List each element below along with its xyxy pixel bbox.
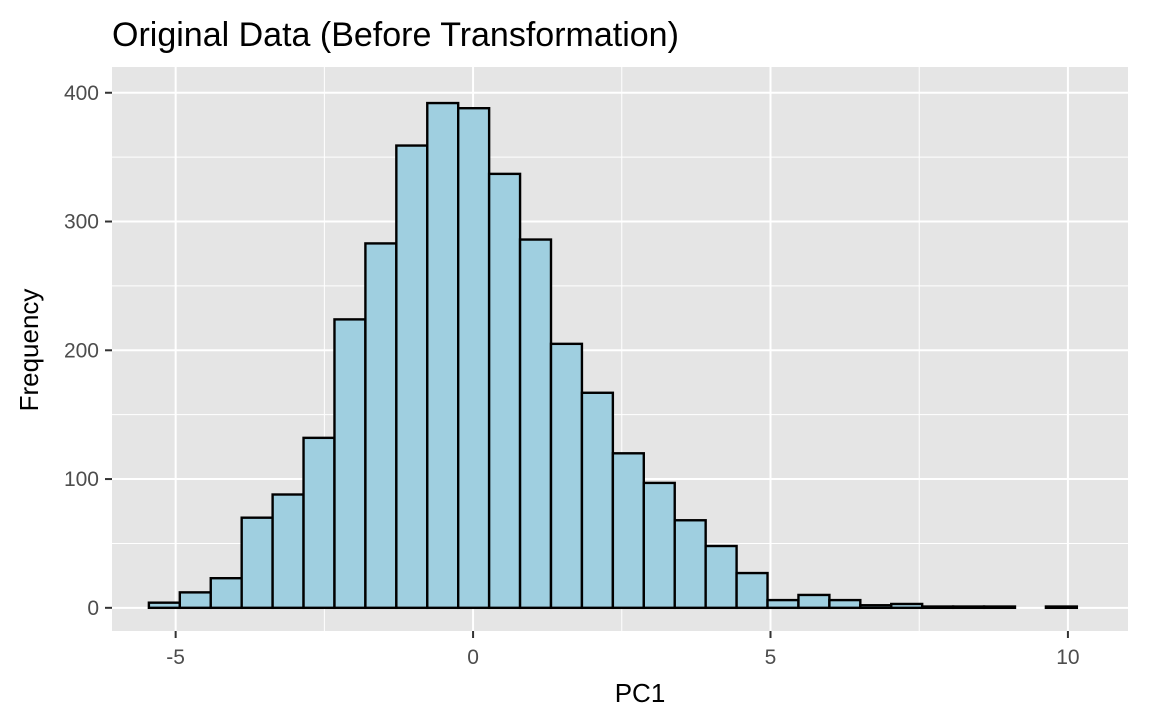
histogram-bar	[487, 172, 522, 610]
histogram-bar	[982, 605, 1017, 610]
histogram-bar	[920, 605, 955, 610]
histogram-bar	[735, 571, 769, 610]
histogram-bar	[549, 342, 584, 610]
x-tick-label: 0	[467, 646, 479, 669]
histogram-bar	[704, 544, 738, 610]
histogram-bar	[147, 601, 182, 610]
histogram-bar	[828, 598, 862, 610]
histogram-bar	[1044, 605, 1079, 610]
y-tick-label: 400	[64, 82, 99, 105]
y-tick-label: 300	[64, 211, 99, 234]
histogram-bar	[673, 519, 707, 610]
chart-title: Original Data (Before Transformation)	[112, 16, 679, 54]
y-axis-title: Frequency	[14, 289, 44, 412]
histogram-bar	[395, 144, 429, 610]
y-tick-label: 200	[64, 339, 99, 362]
y-tick-label: 0	[87, 597, 99, 620]
histogram-bar	[518, 238, 553, 610]
histogram-bar	[580, 391, 615, 610]
x-tick-label: 5	[765, 646, 777, 669]
x-axis: -5 0 5 10	[166, 631, 1080, 669]
y-axis: 0 100 200 300 400	[64, 82, 112, 620]
histogram-bar	[642, 481, 676, 610]
y-tick-label: 100	[64, 468, 99, 491]
histogram-bar	[890, 602, 924, 610]
histogram-bar	[426, 101, 460, 610]
histogram-bar	[457, 107, 491, 610]
histogram-bar	[797, 593, 831, 610]
histogram-bar	[766, 598, 800, 610]
histogram-bar	[271, 493, 305, 610]
x-tick-label: -5	[166, 646, 185, 669]
histogram-bar	[240, 516, 274, 610]
histogram-bar	[364, 242, 398, 610]
histogram-bar	[178, 591, 212, 610]
histogram-bar	[209, 577, 243, 610]
histogram-bar	[611, 452, 645, 610]
histogram-bar	[333, 318, 367, 610]
histogram-bar	[302, 436, 336, 610]
histogram-bar	[951, 605, 986, 610]
histogram-bars	[147, 101, 1079, 610]
x-tick-label: 10	[1056, 646, 1079, 669]
histogram-bar	[859, 604, 893, 610]
x-axis-title: PC1	[615, 678, 666, 708]
